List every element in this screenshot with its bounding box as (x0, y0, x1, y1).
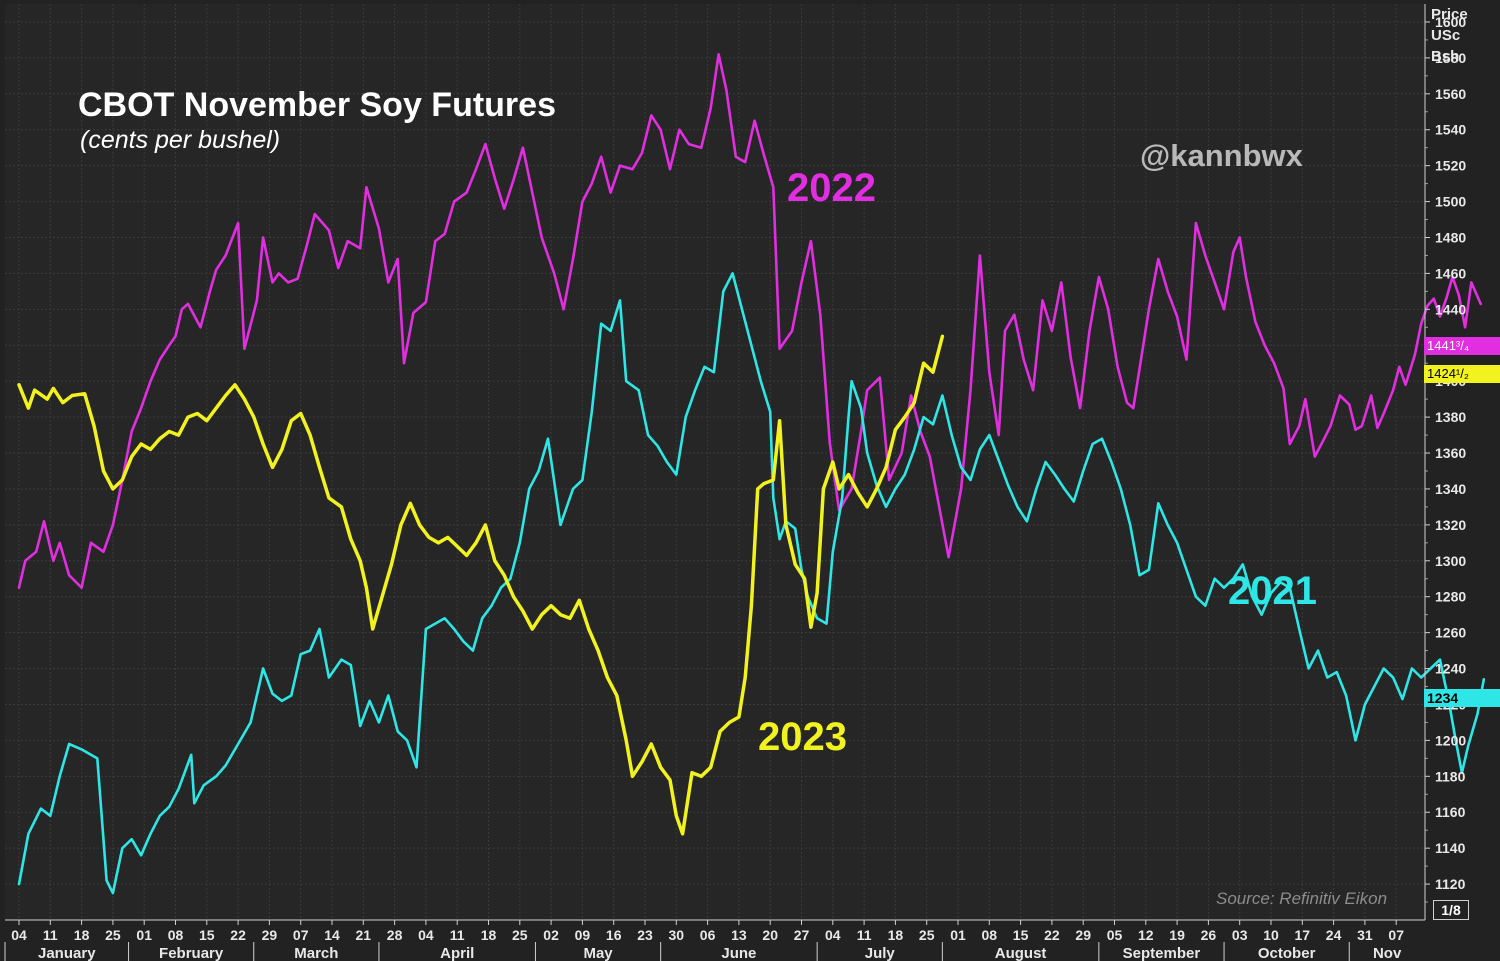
y-tick-label: 1560 (1435, 86, 1466, 102)
x-tick-label: 05 (1107, 927, 1123, 943)
y-tick-label: 1300 (1435, 553, 1466, 569)
y-tick-label: 1520 (1435, 158, 1466, 174)
chart-subtitle: (cents per bushel) (80, 126, 281, 154)
x-tick-label: 17 (1295, 927, 1311, 943)
series-label-2023: 2023 (758, 715, 847, 759)
x-tick-label: 11 (450, 927, 465, 943)
x-tick-label: 02 (543, 927, 559, 943)
x-month-label: May (583, 945, 613, 961)
x-tick-label: 04 (11, 927, 27, 943)
x-tick-label: 12 (1138, 927, 1154, 943)
series-label-2022: 2022 (787, 166, 876, 210)
x-tick-label: 20 (762, 927, 778, 943)
x-month-label: April (440, 945, 474, 961)
x-tick-label: 13 (731, 927, 747, 943)
series-line-2023 (17, 334, 945, 836)
x-tick-label: 25 (512, 927, 528, 943)
x-tick-label: 27 (794, 927, 810, 943)
x-tick-label: 16 (606, 927, 622, 943)
series-label-2021: 2021 (1228, 569, 1317, 613)
y-tick-label: 1480 (1435, 229, 1466, 245)
x-tick-label: 28 (387, 927, 403, 943)
y-tick-label: 1360 (1435, 445, 1466, 461)
y-tick-label: 1580 (1435, 50, 1466, 66)
y-tick-label: 1540 (1435, 122, 1466, 138)
x-tick-label: 19 (1169, 927, 1185, 943)
x-tick-label: 18 (74, 927, 90, 943)
x-tick-label: 31 (1357, 927, 1373, 943)
x-tick-label: 06 (700, 927, 716, 943)
x-tick-label: 22 (230, 927, 246, 943)
x-tick-label: 29 (1075, 927, 1091, 943)
x-tick-label: 29 (262, 927, 278, 943)
y-tick-label: 1160 (1435, 804, 1466, 820)
watermark: @kannbwx (1140, 138, 1303, 173)
x-tick-label: 30 (669, 927, 685, 943)
chart-title: CBOT November Soy Futures (78, 86, 556, 124)
x-month-label: August (995, 945, 1047, 961)
x-tick-label: 01 (136, 927, 152, 943)
y-tick-label: 1140 (1435, 840, 1466, 856)
x-tick-label: 18 (888, 927, 904, 943)
x-tick-label: 11 (43, 927, 58, 943)
x-month-label: October (1258, 945, 1316, 961)
last-value-tag-2022: 1441³/₄ (1424, 337, 1500, 355)
x-tick-label: 08 (168, 927, 184, 943)
x-tick-label: 26 (1201, 927, 1217, 943)
x-month-label: Nov (1373, 945, 1402, 961)
x-tick-label: 14 (324, 927, 340, 943)
x-tick-label: 10 (1263, 927, 1279, 943)
x-tick-label: 21 (356, 927, 372, 943)
x-tick-label: 15 (199, 927, 215, 943)
x-tick-label: 18 (481, 927, 497, 943)
y-tick-label: 1460 (1435, 265, 1466, 281)
x-month-label: January (38, 945, 96, 961)
x-tick-label: 01 (950, 927, 966, 943)
x-tick-label: 07 (1388, 927, 1404, 943)
x-tick-label: 03 (1232, 927, 1248, 943)
source-note: Source: Refinitiv Eikon (1216, 889, 1388, 908)
x-month-label: September (1123, 945, 1201, 961)
last-value-tag-2021: 1234 (1424, 689, 1500, 707)
x-month-label: February (159, 945, 224, 961)
x-tick-label: 25 (105, 927, 121, 943)
y-tick-label: 1120 (1435, 876, 1466, 892)
y-tick-label: 1440 (1435, 301, 1466, 317)
x-tick-label: 11 (857, 927, 872, 943)
scale-ratio-label: 1/8 (1433, 900, 1469, 920)
x-tick-label: 07 (293, 927, 309, 943)
y-tick-label: 1260 (1435, 625, 1466, 641)
y-tick-label: 1320 (1435, 517, 1466, 533)
x-tick-label: 22 (1044, 927, 1060, 943)
y-tick-label: 1200 (1435, 732, 1466, 748)
x-month-label: June (721, 945, 756, 961)
y-tick-label: 1380 (1435, 409, 1466, 425)
y-tick-label: 1280 (1435, 589, 1466, 605)
y-axis-label-unit: USc (1431, 27, 1461, 44)
y-tick-label: 1180 (1435, 768, 1466, 784)
x-tick-label: 04 (418, 927, 434, 943)
y-axis-label-bushel: Bsh (1431, 48, 1460, 65)
series-line-2021 (17, 272, 1486, 895)
x-month-label: July (865, 945, 896, 961)
x-tick-label: 09 (575, 927, 591, 943)
y-tick-label: 1340 (1435, 481, 1466, 497)
y-tick-label: 1500 (1435, 194, 1466, 210)
y-tick-label: 1600 (1435, 14, 1466, 30)
y-axis-label-price: Price (1431, 6, 1468, 23)
x-tick-label: 08 (982, 927, 998, 943)
x-tick-label: 25 (919, 927, 935, 943)
series-line-2022 (17, 52, 1482, 590)
y-tick-label: 1240 (1435, 661, 1466, 677)
x-tick-label: 23 (637, 927, 653, 943)
x-tick-label: 04 (825, 927, 841, 943)
last-value-tag-2023: 1424¹/₂ (1424, 365, 1500, 383)
x-month-label: March (294, 945, 338, 961)
x-tick-label: 24 (1326, 927, 1342, 943)
x-tick-label: 15 (1013, 927, 1029, 943)
